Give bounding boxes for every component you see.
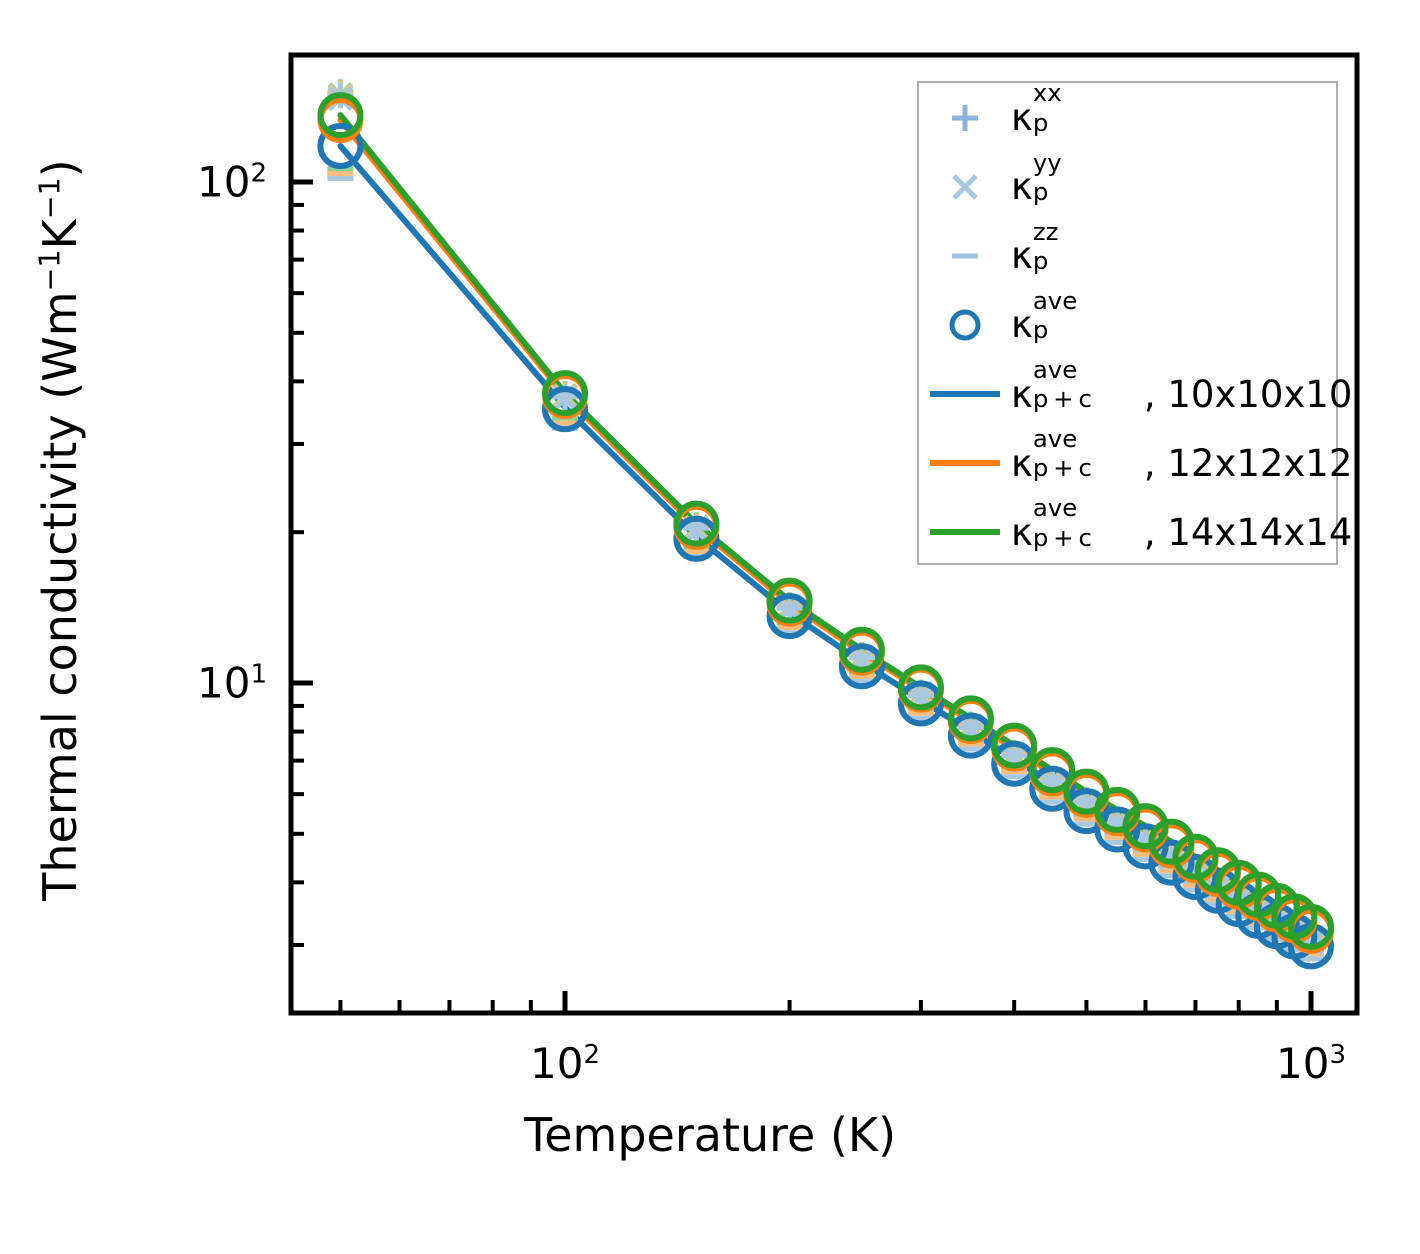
legend-item-label: κ yy p: [1011, 147, 1062, 209]
legend-plus-icon: [952, 104, 978, 131]
y-tick-label-10: 101: [196, 658, 267, 708]
legend-item-3[interactable]: κ ave p: [919, 285, 1336, 359]
y-axis-label-end: ): [33, 159, 87, 178]
legend-item-2[interactable]: κ zz p: [919, 216, 1336, 290]
marker-circle: [897, 664, 944, 711]
legend-item-label: κ ave p + c, 12x12x12: [1011, 424, 1353, 485]
marker-circle: [838, 643, 885, 690]
legend-item-label: κ ave p: [1011, 285, 1078, 347]
legend-item-label: κ ave p + c, 10x10x10: [1011, 355, 1353, 416]
y-tick-label-100: 102: [196, 157, 267, 207]
legend-dash-icon: [919, 231, 1011, 281]
legend-cross-icon: [952, 173, 978, 200]
legend-item-4[interactable]: κ ave p + c, 10x10x10: [919, 355, 1352, 429]
marker-circle: [1288, 903, 1334, 950]
marker-circle: [1172, 853, 1219, 900]
y-axis-label-mid: K: [33, 219, 87, 250]
marker-circle: [1029, 765, 1076, 812]
chart-legend: κ xx p κ yy p κ zz p κ ave p κ ave p + c, 10x10x10 κ ave…: [917, 78, 1352, 567]
marker-circle: [542, 370, 588, 417]
legend-item-6[interactable]: κ ave p + c, 14x14x14: [919, 493, 1352, 567]
y-axis-label-text: Thermal conductivity (Wm: [33, 291, 87, 901]
marker-circle: [1172, 833, 1219, 880]
legend-line-icon: [919, 507, 1011, 557]
x-tick-label-100: 102: [529, 1039, 601, 1088]
marker-circle: [673, 500, 720, 547]
marker-circle: [673, 515, 720, 562]
marker-circle: [542, 386, 588, 433]
legend-line-icon: [919, 369, 1011, 419]
legend-line-icon: [930, 460, 1000, 467]
legend-line-icon: [930, 529, 1000, 536]
legend-plus-icon: [919, 93, 1011, 143]
marker-circle: [766, 593, 813, 640]
marker-circle: [1148, 839, 1195, 886]
marker-circle: [1148, 818, 1195, 865]
legend-item-0[interactable]: κ xx p: [919, 78, 1336, 152]
y-axis-label: Thermal conductivity (Wm−1K−1): [33, 159, 87, 900]
marker-circle: [947, 712, 994, 759]
legend-item-5[interactable]: κ ave p + c, 12x12x12: [919, 424, 1352, 498]
marker-circle: [766, 577, 813, 624]
x-tick-label-1000: 103: [1275, 1039, 1347, 1088]
legend-line-icon: [919, 438, 1011, 488]
marker-circle: [991, 722, 1038, 769]
marker-circle: [1122, 803, 1169, 850]
data-layer: [317, 79, 1334, 970]
legend-line-icon: [930, 391, 1000, 398]
legend-item-label: κ xx p: [1011, 78, 1062, 140]
y-axis-label-exp2: −1: [33, 177, 67, 220]
legend-circle-icon: [949, 309, 981, 341]
legend-item-1[interactable]: κ yy p: [919, 147, 1336, 221]
legend-circle-icon: [919, 300, 1011, 350]
y-axis-label-exp1: −1: [33, 249, 67, 292]
axes-layer: [288, 52, 1360, 1016]
y-axis-label-wrapper: Thermal conductivity (Wm−1K−1): [0, 0, 120, 1060]
x-axis-label: Temperature (K): [523, 1108, 897, 1162]
marker-circle: [897, 680, 944, 727]
marker-circle: [317, 122, 364, 169]
marker-circle: [838, 626, 885, 673]
legend-item-label: κ zz p: [1011, 216, 1059, 278]
legend-dash-icon: [952, 253, 978, 259]
marker-circle: [1029, 747, 1076, 794]
legend-cross-icon: [919, 162, 1011, 212]
marker-circle: [317, 92, 364, 139]
marker-circle: [947, 695, 994, 742]
legend-item-label: κ ave p + c, 14x14x14: [1011, 493, 1353, 554]
